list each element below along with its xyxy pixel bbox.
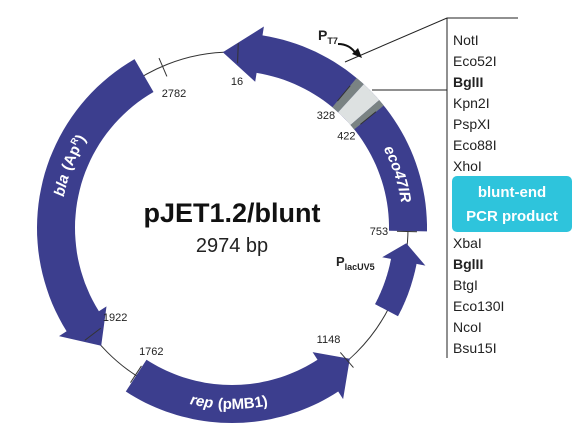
position-label: 328	[317, 110, 335, 122]
insert-label: blunt-end	[478, 184, 546, 201]
placuv5-promoter	[375, 243, 425, 316]
position-label: 1762	[139, 346, 163, 358]
site-label: Eco130I	[453, 298, 504, 314]
plasmid-name: pJET1.2/blunt	[143, 198, 320, 228]
position-tick	[238, 43, 239, 63]
promoter-sub: T7	[327, 36, 338, 46]
site-label: BglII	[453, 256, 483, 272]
site-label: NcoI	[453, 319, 482, 335]
site-label: BglII	[453, 74, 483, 90]
position-label: 2782	[162, 88, 186, 100]
bla-gene	[37, 59, 154, 346]
position-label: 1148	[317, 334, 341, 346]
promoter-label: PT7	[318, 27, 338, 46]
site-label: PspXI	[453, 116, 490, 132]
position-label: 422	[337, 131, 355, 143]
promoter-label: PlacUV5	[336, 254, 375, 272]
promoter-arrow	[338, 44, 356, 54]
site-label: Eco88I	[453, 137, 497, 153]
site-label: BtgI	[453, 277, 478, 293]
promoter-prefix: P	[336, 254, 345, 269]
insert-label: PCR product	[466, 208, 558, 225]
site-label: Bsu15I	[453, 340, 497, 356]
site-label: XhoI	[453, 158, 482, 174]
site-label: Kpn2I	[453, 95, 490, 111]
plasmid-size: 2974 bp	[196, 235, 268, 257]
site-label: NotI	[453, 32, 479, 48]
position-label: 753	[370, 226, 388, 238]
site-label: XbaI	[453, 235, 482, 251]
promoter-prefix: P	[318, 27, 327, 43]
position-label: 1922	[103, 312, 127, 324]
site-label: Eco52I	[453, 53, 497, 69]
position-label: 16	[231, 76, 243, 88]
promoter-sub: lacUV5	[345, 262, 375, 272]
